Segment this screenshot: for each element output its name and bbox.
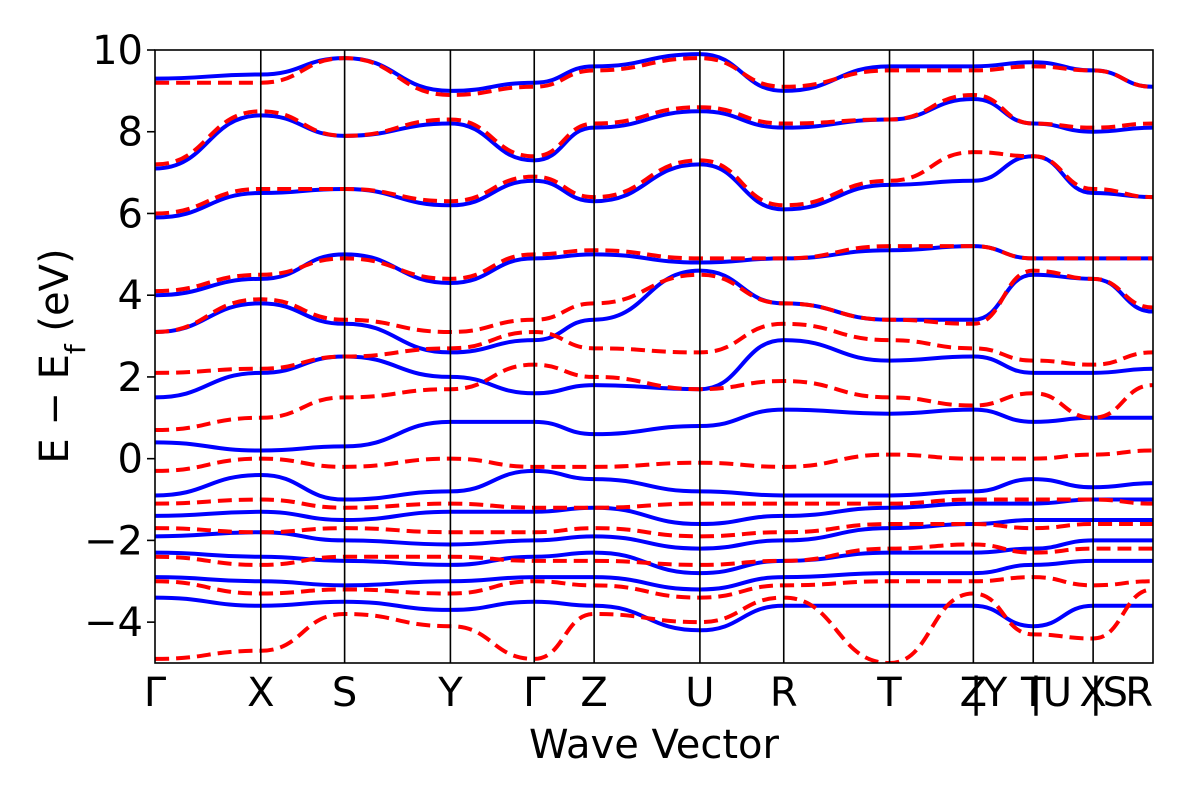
y-tick-label: 8 xyxy=(118,110,143,156)
band-line xyxy=(155,268,1153,355)
band-line xyxy=(155,497,1153,527)
band-line xyxy=(155,362,1153,433)
plot-area xyxy=(155,52,1153,663)
band-line xyxy=(155,517,1153,551)
x-tick-label: T xyxy=(876,670,902,716)
x-tick-label: X xyxy=(1079,670,1106,716)
band-line xyxy=(155,154,1153,220)
band-line xyxy=(155,575,1153,600)
x-tick-label: |S xyxy=(1089,670,1128,716)
x-tick-label: R xyxy=(770,670,798,716)
x-tick-label: Y xyxy=(437,670,463,716)
y-tick-label: 4 xyxy=(118,273,143,319)
high-symmetry-lines xyxy=(259,50,1094,663)
y-tick-label: −4 xyxy=(84,600,143,646)
band-line xyxy=(155,448,1153,473)
band-line xyxy=(155,52,1153,93)
y-axis-ticks: −4 −2 0 2 4 6 8 10 xyxy=(84,28,155,646)
series-layer xyxy=(155,52,1153,663)
y-tick-label: 6 xyxy=(118,191,143,237)
x-axis-ticks: Γ X S Y Γ Z U R T Z|Y T|U X|SR xyxy=(144,670,1153,716)
band-line xyxy=(155,538,1153,576)
band-line xyxy=(155,407,1153,453)
band-line xyxy=(155,542,1153,567)
series-dashed-bands xyxy=(155,56,1153,663)
x-tick-label: Γ xyxy=(144,670,167,716)
y-tick-label: 0 xyxy=(118,437,143,483)
band-line xyxy=(155,56,1153,97)
y-tick-label: 2 xyxy=(118,355,143,401)
band-line xyxy=(155,522,1153,539)
y-axis-label: E − Ef (eV) xyxy=(32,248,92,463)
x-tick-label: |U xyxy=(1029,670,1072,716)
band-line xyxy=(155,268,1153,334)
y-tick-label: 10 xyxy=(92,28,143,74)
x-tick-label: R xyxy=(1125,670,1153,716)
band-line xyxy=(155,558,1153,592)
x-tick-label: Γ xyxy=(523,670,546,716)
band-line xyxy=(155,92,1153,167)
band-line xyxy=(155,244,1153,294)
band-line xyxy=(155,468,1153,502)
series-solid-bands xyxy=(155,52,1153,633)
y-tick-label: −2 xyxy=(84,518,143,564)
band-line xyxy=(155,587,1153,663)
band-line xyxy=(155,338,1153,400)
x-tick-label: T xyxy=(1020,670,1046,716)
x-tick-label: Z xyxy=(960,670,987,716)
x-tick-label: S xyxy=(332,670,357,716)
x-tick-label: X xyxy=(247,670,274,716)
x-tick-label: |Y xyxy=(969,670,1007,716)
plot-frame xyxy=(154,49,1154,664)
x-tick-label: U xyxy=(685,670,714,716)
band-line xyxy=(155,150,1153,216)
x-axis-label: Wave Vector xyxy=(529,722,780,768)
x-tick-label: Z xyxy=(580,670,607,716)
